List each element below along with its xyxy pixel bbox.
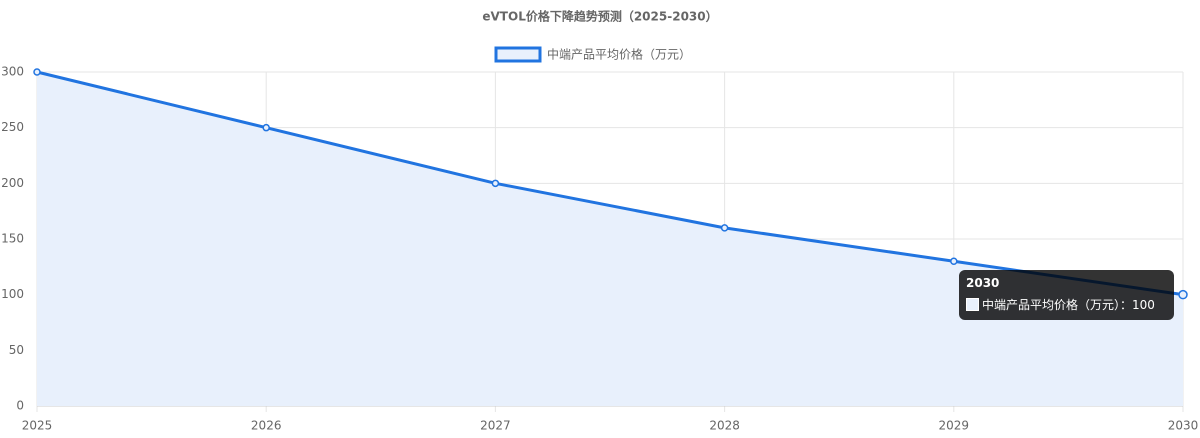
x-tick-label: 2030 [1168,419,1199,433]
tooltip-value: 100 [1120,298,1155,312]
y-tick-label: 100 [1,287,24,301]
point [720,224,729,232]
point [950,257,958,266]
legend-swatch [494,46,542,63]
line [36,70,1184,297]
chart-title: eVTOL价格下降趋势预测（2025-2030） [482,9,717,24]
y-tick-label: 200 [1,176,24,190]
y-tick-label: 0 [16,399,24,413]
x-tick-label: 2028 [709,419,740,433]
x-tick-label: 2025 [22,419,53,433]
x-tick-label: 2029 [939,419,970,433]
area [37,72,1183,406]
y-tick-label: 300 [1,65,24,79]
legend[interactable]: 中端产品平均价格（万元） [494,46,691,63]
point [262,123,270,132]
tooltip-swatch [966,298,979,311]
x-tick-label: 2026 [251,419,282,433]
x-tick-label: 2027 [480,419,511,433]
legend-label: 中端产品平均价格（万元） [547,47,691,62]
tooltip-title: 2030 [966,276,1000,290]
tooltip-series: 中端产品平均价格（万元） [982,298,1121,312]
point [1178,289,1188,300]
y-tick-label: 250 [1,120,24,134]
y-tick-label: 150 [1,232,24,246]
point [491,179,500,188]
tooltip: 2030 中端产品平均价格（万元）100 [959,270,1174,320]
point [33,68,41,76]
y-tick-label: 50 [9,343,24,357]
